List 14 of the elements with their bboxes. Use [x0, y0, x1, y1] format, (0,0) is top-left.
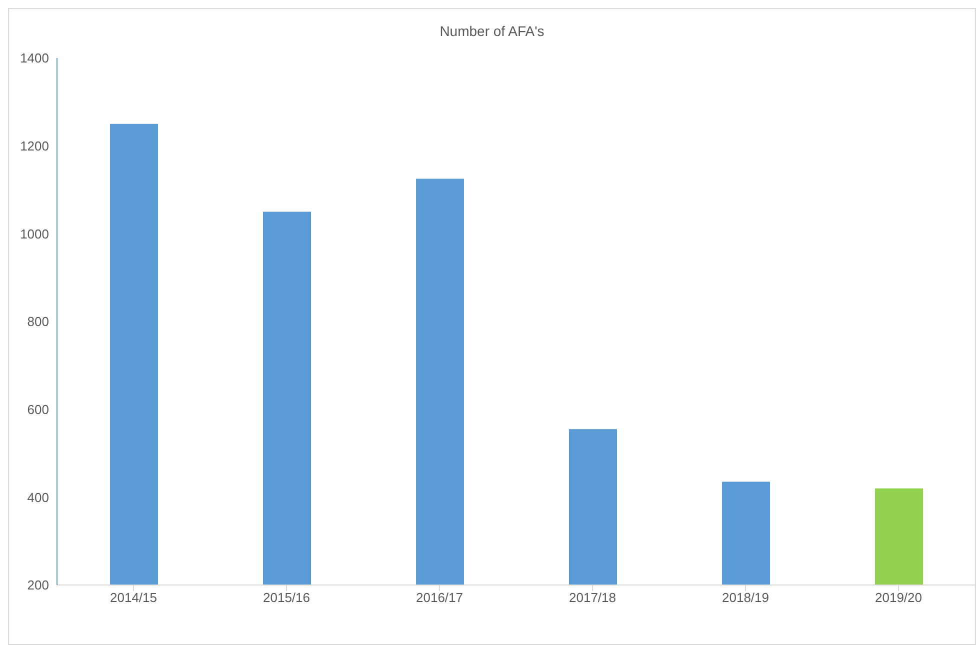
- chart-title: Number of AFA's: [438, 23, 546, 39]
- y-tick-label: 400: [27, 490, 49, 505]
- y-tick-label: 200: [27, 578, 49, 593]
- x-tick-label: 2014/15: [110, 590, 157, 606]
- x-tick-label: 2015/16: [263, 590, 310, 606]
- y-tick-label: 1400: [20, 50, 49, 66]
- y-tick-label: 1200: [20, 138, 49, 154]
- x-tick-label: 2016/17: [416, 590, 463, 606]
- y-tick-label: 800: [27, 314, 49, 330]
- x-tick-label: 2018/19: [722, 590, 769, 606]
- x-tick-label: 2019/20: [875, 590, 922, 606]
- y-tick-label: 600: [27, 402, 49, 417]
- y-tick-label: 1000: [20, 226, 49, 242]
- x-tick-label: 2017/18: [569, 590, 616, 606]
